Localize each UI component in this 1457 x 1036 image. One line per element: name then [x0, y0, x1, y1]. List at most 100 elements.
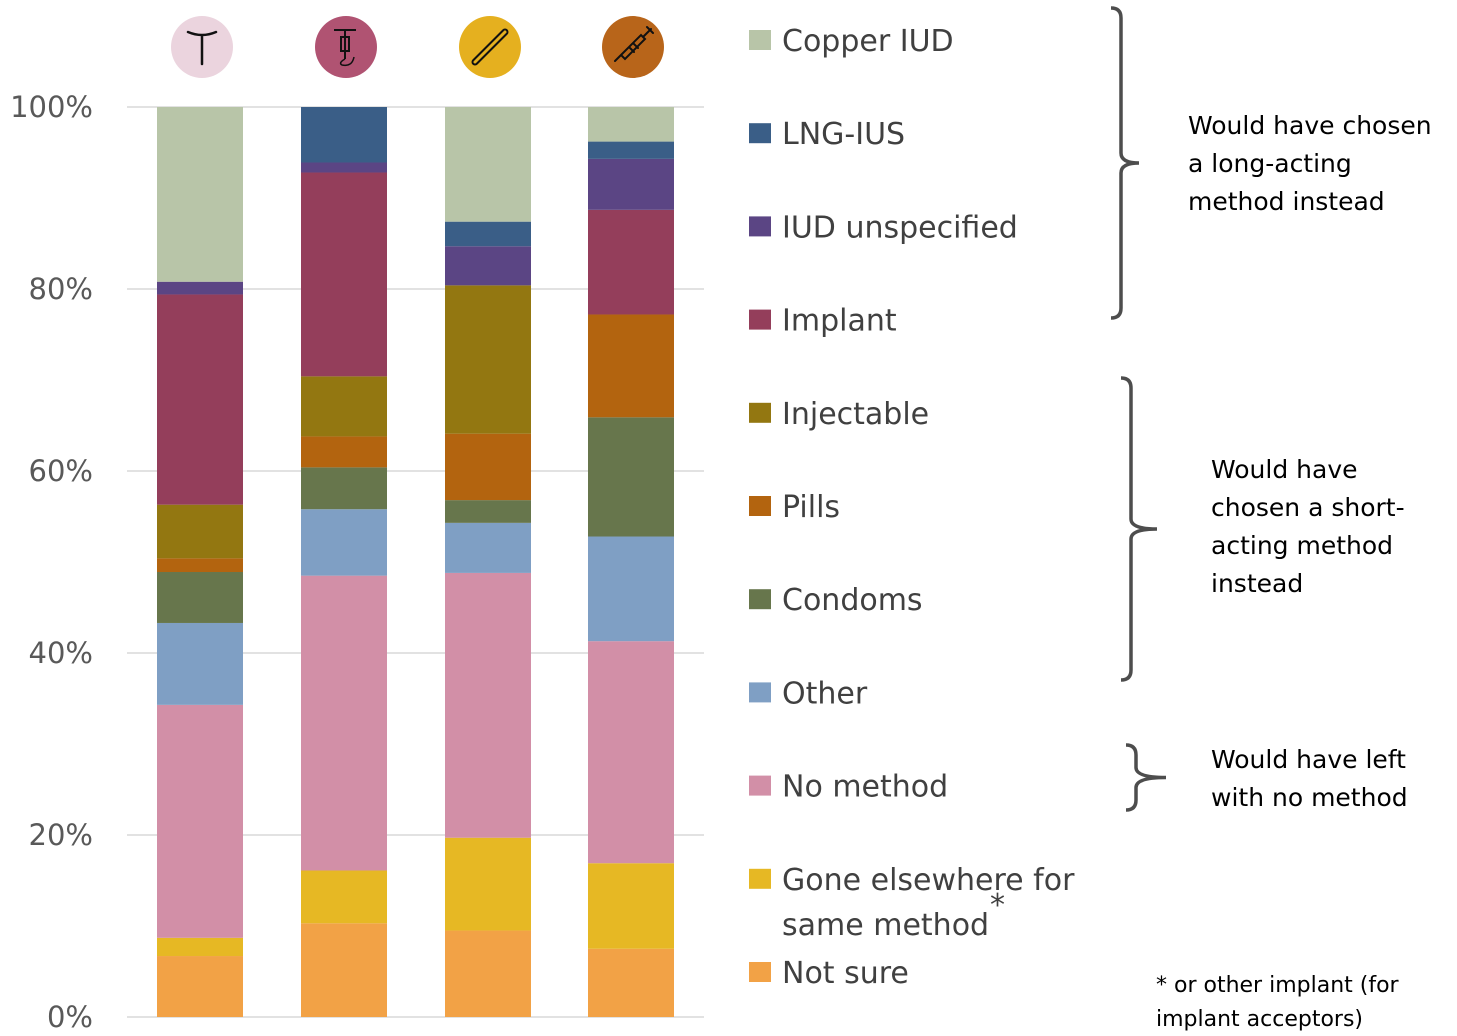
legend-swatch [749, 30, 771, 50]
legend-swatch [749, 309, 771, 330]
curly-bracket [1125, 743, 1167, 812]
legend-swatch [749, 402, 771, 423]
legend-item: IUD unspecified [749, 210, 1018, 245]
legend-label: Gone elsewhere for [782, 863, 1075, 898]
bracket-annotation-line: method instead [1188, 187, 1385, 216]
bracket-annotation-line: acting method [1211, 531, 1393, 560]
legend-label: No method [782, 770, 948, 805]
bar-segment [301, 436, 387, 468]
bracket-annotation-line: chosen a short- [1211, 493, 1405, 522]
bars [157, 107, 674, 1017]
legend-label: same method [782, 908, 989, 943]
bar-segment [157, 281, 243, 295]
y-tick-label: 0% [47, 1000, 93, 1034]
bar-segment [445, 930, 531, 1017]
bar-segment [588, 158, 674, 210]
legend-swatch [749, 216, 771, 237]
legend-swatch [749, 962, 771, 982]
bar-segment [588, 417, 674, 537]
bar-segment [445, 221, 531, 247]
bar-segment [157, 107, 243, 282]
legend-item: Condoms [749, 583, 923, 618]
bar-segment [588, 948, 674, 1017]
legend-label: Implant [782, 304, 897, 339]
bracket-annotation-line: Would have chosen [1188, 111, 1432, 140]
bar-segment [301, 376, 387, 437]
bar-segment [445, 572, 531, 838]
bar-segment [445, 837, 531, 931]
legend-item: Other [749, 676, 868, 711]
bar-segment [588, 209, 674, 315]
legend-label: Injectable [782, 397, 929, 432]
bar-segment [445, 107, 531, 222]
bracket-annotation-line: Would have left [1211, 745, 1406, 774]
bar-segment [157, 558, 243, 573]
copper-iud-icon [171, 16, 233, 78]
legend-swatch [749, 589, 771, 610]
bar-segment [588, 641, 674, 864]
y-tick-label: 100% [10, 90, 93, 124]
footnote: * or other implant (for implant acceptors… [1156, 973, 1400, 1032]
curly-bracket [1120, 376, 1158, 682]
legend-label: IUD unspecified [782, 210, 1018, 245]
y-tick-label: 40% [29, 636, 93, 670]
bracket-annotation-line: Would have [1211, 455, 1358, 484]
bar-segment [301, 172, 387, 377]
y-tick-label: 60% [29, 454, 93, 488]
bar-segment [157, 572, 243, 623]
footnote-line: * or other implant (for [1156, 973, 1400, 998]
legend-label: Other [782, 676, 868, 711]
legend-item: Copper IUD [749, 24, 954, 59]
legend-swatch [749, 682, 771, 703]
brackets: Would have chosen a long-acting method ins… [1110, 6, 1432, 812]
legend-label-superscript: * [990, 888, 1005, 923]
legend-item: Not sure [749, 956, 909, 991]
y-tick-label: 20% [29, 818, 93, 852]
bar-segment [445, 285, 531, 434]
bar-segment [157, 504, 243, 559]
bar-segment [301, 107, 387, 163]
bracket-annotation-line: instead [1211, 569, 1303, 598]
bar-segment [445, 500, 531, 523]
bracket-annotation-line: with no method [1211, 783, 1408, 812]
legend-swatch [749, 496, 771, 516]
bar-segment [301, 870, 387, 924]
legend-item: No method [749, 770, 948, 805]
bar-segment [445, 522, 531, 573]
bar-segment [157, 704, 243, 938]
bar-segment [301, 162, 387, 173]
bar-segment [445, 433, 531, 501]
legend-label: Pills [782, 490, 840, 525]
bar-segment [301, 509, 387, 576]
legend-item: Pills [749, 490, 840, 525]
injectable-icon [602, 16, 664, 78]
legend-swatch [749, 868, 771, 889]
legend-item: Gone elsewhere for same method* [749, 863, 1075, 943]
legend-label: Condoms [782, 583, 923, 618]
legend-item: Injectable [749, 397, 929, 432]
bar-segment [301, 575, 387, 871]
lng-ius-icon [315, 16, 377, 78]
bar-segment [157, 294, 243, 505]
y-tick-label: 80% [29, 272, 93, 306]
legend-item: Implant [749, 304, 897, 339]
bar-segment [301, 467, 387, 510]
legend-item: LNG-IUS [749, 117, 905, 152]
bar-segment [157, 622, 243, 705]
footnote-line: implant acceptors) [1156, 1007, 1363, 1032]
implant-icon [459, 16, 521, 78]
y-axis: 0% 20% 40% 60% 80% 100% [10, 90, 93, 1034]
legend-swatch [749, 775, 771, 796]
bar-segment [445, 246, 531, 286]
bar-segment [301, 923, 387, 1017]
curly-bracket [1110, 6, 1140, 320]
legend: Copper IUD LNG-IUS IUD unspecified Implant I… [749, 24, 1075, 991]
bar-segment [588, 536, 674, 642]
bar-segment [588, 141, 674, 159]
bar-segment [157, 956, 243, 1017]
method-icons [171, 16, 664, 78]
legend-label: Not sure [782, 956, 909, 991]
bar-segment [588, 107, 674, 142]
legend-swatch [749, 123, 771, 144]
